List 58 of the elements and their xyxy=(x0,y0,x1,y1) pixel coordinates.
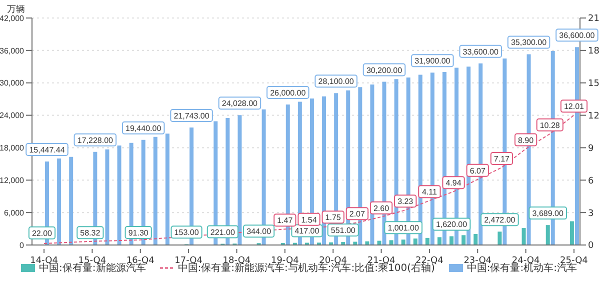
y-tick-label: 36,000 xyxy=(0,46,25,56)
data-label: 17,228.00 xyxy=(77,136,114,145)
data-label: 31,900.00 xyxy=(414,56,451,66)
y-tick-label: 6,000 xyxy=(4,208,25,218)
y-tick-label: 0 xyxy=(20,240,25,250)
data-label: 35,300.00 xyxy=(510,38,548,48)
y2-tick-label: 18 xyxy=(588,46,600,57)
data-label: 28,100.00 xyxy=(318,77,354,86)
data-label: 8.90 xyxy=(518,136,534,145)
data-label: 19,440.00 xyxy=(126,124,162,133)
data-label: 3.23 xyxy=(398,197,414,206)
data-label: 1.54 xyxy=(301,215,318,224)
y2-tick-label: 21 xyxy=(588,14,600,24)
y-tick-label: 18,000 xyxy=(0,144,25,153)
y-tick-label: 42,000 xyxy=(0,14,25,23)
data-label: 91.30 xyxy=(128,228,149,238)
data-label: 36,600.00 xyxy=(559,31,596,40)
data-label: 2,472.00 xyxy=(484,216,516,225)
y2-tick-label: 9 xyxy=(588,144,594,154)
y-tick-label: 30,000 xyxy=(0,78,25,88)
data-label: 2.60 xyxy=(373,204,390,213)
data-label: 21,743.00 xyxy=(174,111,210,120)
y-tick-label: 24,000 xyxy=(0,111,25,120)
data-label: 22.00 xyxy=(32,228,53,238)
data-label: 1,620.00 xyxy=(436,220,468,230)
data-label: 26,000.00 xyxy=(270,88,306,98)
data-label: 1.75 xyxy=(325,213,342,222)
data-label: 4.11 xyxy=(422,188,438,197)
x-tick-label: 23-Q4 xyxy=(464,256,492,266)
x-tick-label: 25-Q4 xyxy=(560,256,588,266)
y2-tick-label: 12 xyxy=(588,111,600,122)
data-label: 15,447.44 xyxy=(29,146,66,155)
data-label: 58.32 xyxy=(80,228,101,238)
data-label: 1,001.00 xyxy=(388,224,420,233)
data-label: 7.17 xyxy=(494,154,510,164)
x-tick-label: 19-Q4 xyxy=(270,256,300,266)
data-label: 344.00 xyxy=(246,227,272,236)
data-label: 24,028.00 xyxy=(222,99,258,108)
data-label: 12.01 xyxy=(564,102,585,112)
data-label: 551.00 xyxy=(330,226,356,236)
data-label: 30,200.00 xyxy=(366,66,403,75)
x-tick-label: 17-Q4 xyxy=(174,256,203,266)
data-label: 2.07 xyxy=(349,210,366,219)
data-label: 10.28 xyxy=(540,120,560,130)
data-label: 6.07 xyxy=(470,166,486,176)
y-tick-label: 12,000 xyxy=(0,176,25,185)
y2-tick-label: 3 xyxy=(588,208,594,219)
data-label: 221.00 xyxy=(210,228,236,237)
y2-tick-label: 6 xyxy=(588,176,594,186)
data-label: 4.94 xyxy=(446,178,462,188)
data-label: 417.00 xyxy=(294,226,320,236)
data-label: 1.47 xyxy=(277,216,294,226)
y2-tick-label: 15 xyxy=(588,79,600,90)
data-label: 33,600.00 xyxy=(462,47,499,56)
data-label: 3,689.00 xyxy=(532,209,564,218)
y2-tick-label: 0 xyxy=(588,241,594,252)
data-label: 153.00 xyxy=(174,228,200,238)
y-axis-title: 万辆 xyxy=(7,4,25,15)
